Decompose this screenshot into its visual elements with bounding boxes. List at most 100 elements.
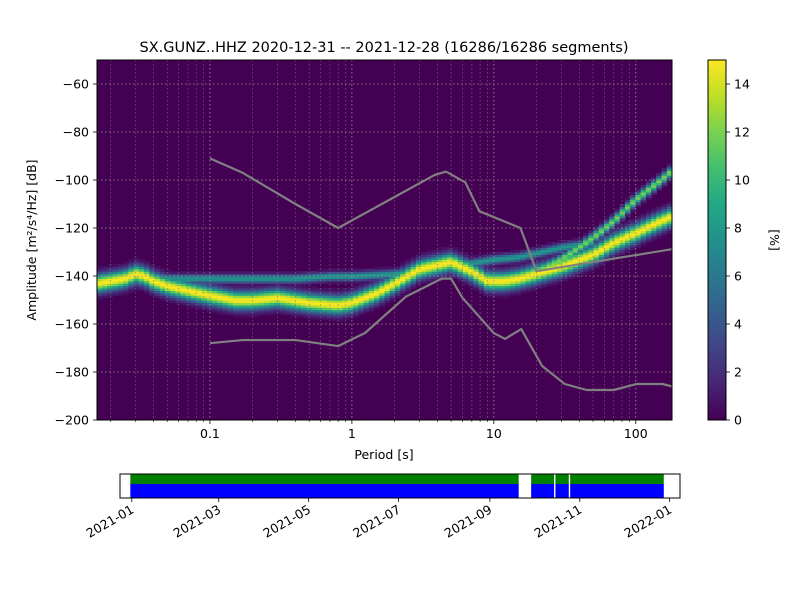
- heatmap-cell: [368, 307, 375, 311]
- heatmap-cell: [656, 223, 663, 227]
- heatmap-cell: [452, 254, 459, 258]
- heatmap-cell: [651, 220, 657, 224]
- heatmap-cell: [630, 235, 637, 239]
- heatmap-cell: [598, 254, 605, 258]
- heatmap-cell: [588, 230, 595, 234]
- heatmap-cell: [389, 280, 396, 284]
- heatmap-cell: [494, 264, 501, 267]
- heatmap-cell: [196, 285, 203, 289]
- heatmap-cell: [410, 283, 417, 287]
- heatmap-cell: [321, 276, 328, 279]
- heatmap-cell: [123, 276, 129, 279]
- heatmap-cell: [478, 283, 485, 287]
- heatmap-cell: [279, 309, 286, 313]
- heatmap-cell: [530, 247, 537, 251]
- heatmap-cell: [144, 285, 150, 289]
- heatmap-cell: [609, 218, 616, 222]
- heatmap-cell: [379, 276, 386, 279]
- heatmap-cell: [123, 292, 129, 296]
- heatmap-cell: [306, 280, 312, 284]
- heatmap-cell: [410, 256, 417, 260]
- heatmap-cell: [238, 309, 244, 313]
- heatmap-cell: [562, 240, 569, 243]
- heatmap-cell: [232, 290, 239, 294]
- heatmap-cell: [238, 288, 244, 291]
- heatmap-cell: [164, 288, 171, 291]
- heatmap-cell: [368, 304, 375, 308]
- heatmap-cell: [604, 254, 610, 258]
- heatmap-cell: [316, 316, 323, 320]
- heatmap-cell: [327, 273, 333, 277]
- heatmap-cell: [457, 266, 464, 270]
- heatmap-cell: [300, 278, 307, 282]
- heatmap-cell: [651, 232, 657, 236]
- heatmap-cell: [494, 283, 501, 287]
- heatmap-cell: [541, 256, 548, 260]
- heatmap-cell: [572, 252, 579, 255]
- heatmap-cell: [525, 261, 532, 265]
- heatmap-cell: [572, 273, 579, 277]
- heatmap-cell: [144, 273, 150, 277]
- heatmap-cell: [489, 259, 495, 263]
- heatmap-cell: [661, 218, 668, 222]
- heatmap-cell: [415, 264, 422, 267]
- heatmap-cell: [253, 276, 260, 279]
- heatmap-cell: [353, 288, 359, 291]
- heatmap-cell: [290, 309, 297, 313]
- heatmap-cell: [337, 290, 344, 294]
- timeline-tick-label: 2021-01: [84, 502, 137, 541]
- heatmap-cell: [175, 280, 182, 284]
- heatmap-cell: [499, 273, 506, 277]
- heatmap-cell: [661, 184, 668, 188]
- heatmap-cell: [619, 232, 626, 236]
- heatmap-cell: [489, 292, 495, 296]
- heatmap-cell: [520, 264, 527, 267]
- heatmap-cell: [499, 259, 506, 263]
- heatmap-cell: [645, 225, 652, 229]
- heatmap-cell: [583, 247, 589, 251]
- heatmap-cell: [661, 220, 668, 224]
- heatmap-cell: [259, 276, 265, 279]
- heatmap-cell: [217, 288, 224, 291]
- heatmap-cell: [635, 232, 642, 236]
- heatmap-cell: [400, 292, 407, 296]
- heatmap-cell: [494, 259, 501, 263]
- heatmap-cell: [624, 230, 631, 234]
- heatmap-cell: [279, 304, 286, 308]
- heatmap-cell: [321, 300, 328, 303]
- heatmap-cell: [170, 273, 177, 277]
- heatmap-cell: [97, 292, 103, 296]
- heatmap-cell: [117, 271, 124, 275]
- heatmap-cell: [290, 276, 297, 279]
- heatmap-cell: [447, 259, 454, 263]
- heatmap-cell: [509, 249, 516, 253]
- heatmap-cell: [269, 300, 276, 303]
- heatmap-cell: [504, 254, 511, 258]
- heatmap-cell: [489, 278, 495, 282]
- heatmap-cell: [509, 285, 516, 289]
- heatmap-cell: [264, 292, 271, 296]
- heatmap-cell: [363, 304, 370, 308]
- heatmap-cell: [337, 297, 344, 301]
- heatmap-cell: [567, 249, 574, 253]
- heatmap-cell: [557, 249, 563, 253]
- heatmap-cell: [421, 278, 427, 282]
- heatmap-cell: [462, 256, 469, 260]
- heatmap-cell: [222, 307, 229, 311]
- y-tick-label: −200: [55, 413, 89, 428]
- heatmap-cell: [300, 307, 307, 311]
- heatmap-cell: [462, 252, 469, 255]
- heatmap-cell: [661, 182, 668, 186]
- heatmap-cell: [149, 264, 156, 267]
- heatmap-cell: [604, 230, 610, 234]
- heatmap-cell: [232, 300, 239, 303]
- heatmap-cell: [447, 254, 454, 258]
- heatmap-cell: [567, 261, 574, 265]
- heatmap-cell: [598, 240, 605, 243]
- heatmap-cell: [217, 295, 224, 299]
- heatmap-cell: [185, 302, 192, 306]
- heatmap-cell: [614, 225, 621, 229]
- heatmap-cell: [666, 220, 672, 224]
- heatmap-cell: [509, 283, 516, 287]
- heatmap-cell: [473, 264, 480, 267]
